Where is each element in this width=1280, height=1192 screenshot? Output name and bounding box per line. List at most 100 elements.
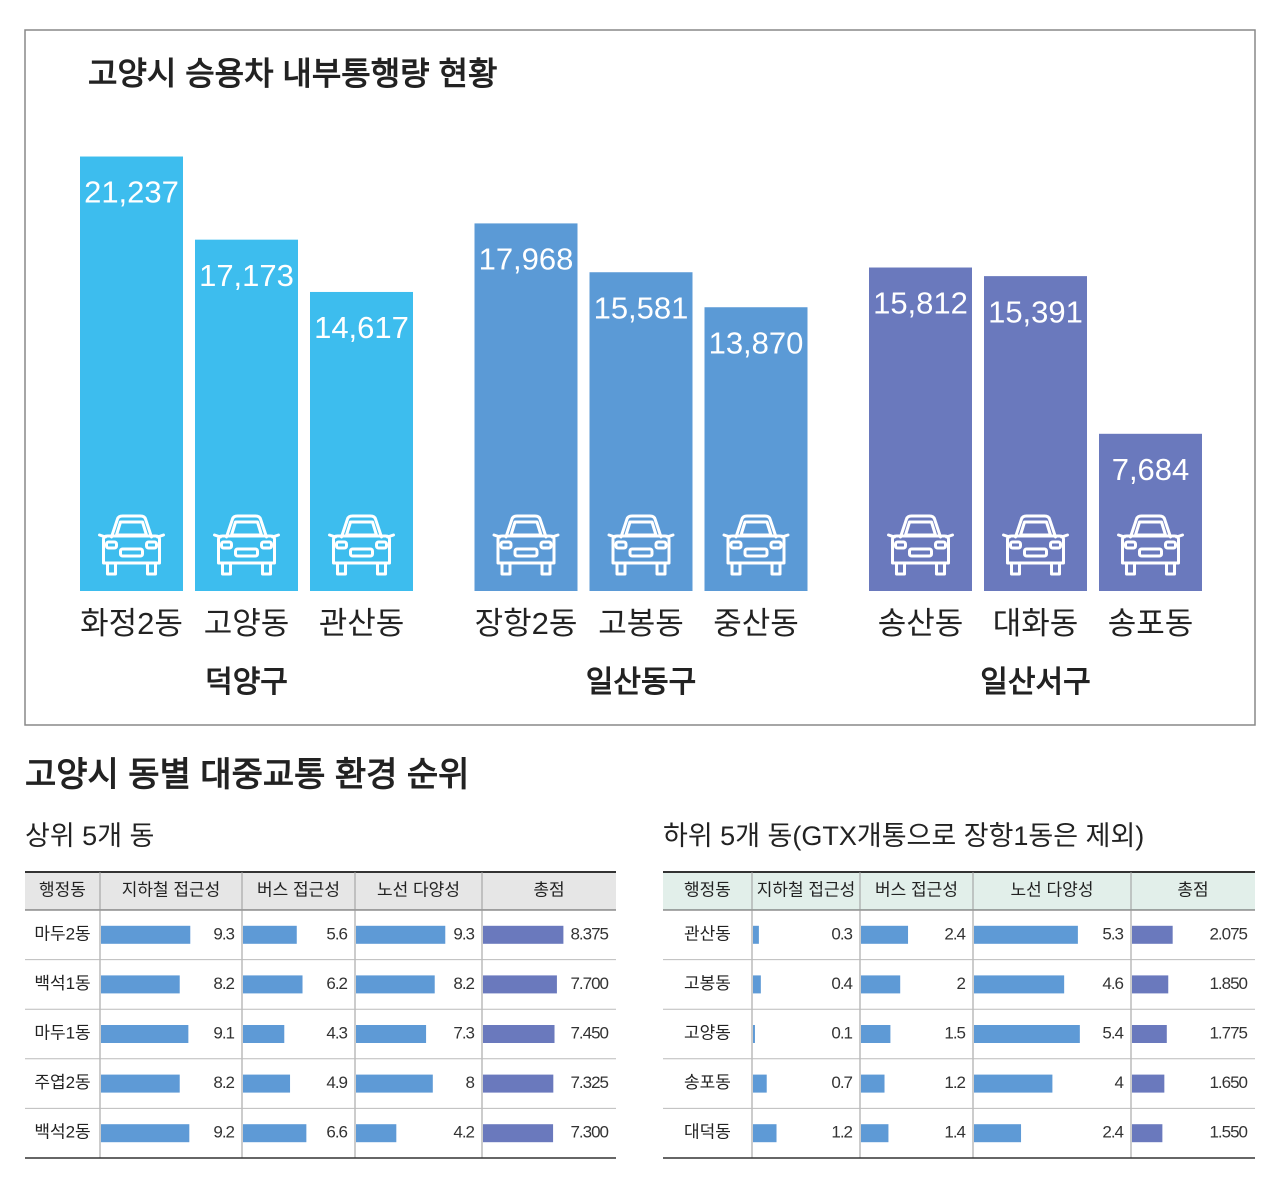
category-label: 화정2동 bbox=[80, 606, 183, 641]
table-bar bbox=[101, 925, 191, 944]
table-bar bbox=[974, 975, 1065, 994]
table-bar bbox=[101, 1074, 180, 1093]
table-bar bbox=[753, 1025, 755, 1043]
bar bbox=[1099, 433, 1202, 591]
cell-value: 0.3 bbox=[831, 924, 852, 943]
table-bar bbox=[483, 925, 564, 944]
row-label: 주엽2동 bbox=[34, 1073, 90, 1092]
cell-value: 1.4 bbox=[944, 1123, 965, 1142]
table-header-cell: 행정동 bbox=[39, 880, 86, 899]
cell-value: 7.325 bbox=[570, 1073, 608, 1092]
table-bar bbox=[243, 1124, 307, 1143]
table-bar bbox=[483, 1025, 555, 1043]
bar bbox=[80, 156, 183, 592]
cell-value: 7.700 bbox=[570, 974, 608, 993]
table-bar bbox=[356, 1074, 433, 1093]
cell-value: 1.2 bbox=[831, 1123, 852, 1142]
table-bar bbox=[483, 1074, 554, 1093]
row-label: 백석2동 bbox=[34, 1123, 90, 1142]
table-bar bbox=[243, 1025, 285, 1043]
cell-value: 0.4 bbox=[831, 974, 852, 993]
table-bar bbox=[483, 975, 557, 994]
category-label: 송포동 bbox=[1108, 606, 1194, 641]
table-bar bbox=[483, 1124, 554, 1143]
value-label: 7,684 bbox=[1112, 452, 1190, 487]
table-title: 상위 5개 동 bbox=[25, 821, 154, 851]
table-header-cell: 버스 접근성 bbox=[257, 880, 340, 899]
table-bar bbox=[861, 975, 901, 994]
row-label: 고양동 bbox=[684, 1023, 731, 1042]
table-bar bbox=[861, 1025, 891, 1043]
cell-value: 1.850 bbox=[1209, 974, 1247, 993]
table-bar bbox=[356, 925, 446, 944]
cell-value: 1.775 bbox=[1209, 1023, 1247, 1042]
row-label: 백석1동 bbox=[34, 974, 90, 993]
table-bar bbox=[101, 1025, 189, 1043]
value-label: 15,812 bbox=[873, 286, 968, 321]
cell-value: 6.6 bbox=[326, 1123, 347, 1142]
cell-value: 2.4 bbox=[1102, 1123, 1123, 1142]
table-bar bbox=[861, 1124, 889, 1143]
cell-value: 8.2 bbox=[213, 1073, 234, 1092]
row-label: 고봉동 bbox=[684, 974, 731, 993]
category-label: 송산동 bbox=[878, 606, 964, 641]
table-bar bbox=[1132, 925, 1173, 944]
value-label: 15,391 bbox=[988, 294, 1083, 329]
table-header-cell: 노선 다양성 bbox=[377, 880, 460, 899]
bar bbox=[474, 223, 578, 591]
cell-value: 5.6 bbox=[326, 924, 347, 943]
value-label: 17,173 bbox=[199, 258, 294, 293]
row-label: 마두2동 bbox=[34, 924, 90, 943]
cell-value: 0.1 bbox=[831, 1023, 852, 1042]
cell-value: 9.2 bbox=[213, 1123, 234, 1142]
table-bar bbox=[861, 925, 909, 944]
value-label: 13,870 bbox=[709, 325, 804, 360]
row-label: 송포동 bbox=[684, 1073, 731, 1092]
table-bar bbox=[974, 925, 1078, 944]
group-label: 일산동구 bbox=[586, 666, 696, 699]
table-header-cell: 총점 bbox=[533, 880, 564, 899]
bar bbox=[984, 276, 1087, 591]
bar bbox=[589, 272, 693, 591]
cell-value: 2.075 bbox=[1209, 924, 1247, 943]
table-header-cell: 총점 bbox=[1177, 880, 1208, 899]
table-header-cell: 행정동 bbox=[684, 880, 731, 899]
table-header-cell: 지하철 접근성 bbox=[757, 880, 856, 899]
table-bar bbox=[753, 925, 759, 944]
section-title: 고양시 동별 대중교통 환경 순위 bbox=[25, 756, 469, 794]
cell-value: 4 bbox=[1115, 1073, 1124, 1092]
row-label: 마두1동 bbox=[34, 1023, 90, 1042]
table-bar bbox=[356, 975, 435, 994]
table-bar bbox=[356, 1025, 427, 1043]
table-bar bbox=[243, 975, 303, 994]
category-label: 중산동 bbox=[713, 606, 799, 641]
cell-value: 0.7 bbox=[831, 1073, 852, 1092]
table-bar bbox=[753, 1074, 767, 1093]
table-bar bbox=[101, 1124, 190, 1143]
cell-value: 4.9 bbox=[326, 1073, 347, 1092]
category-label: 대화동 bbox=[993, 606, 1079, 641]
table-bar bbox=[861, 1074, 885, 1093]
table-bar bbox=[356, 1124, 397, 1143]
cell-value: 5.4 bbox=[1102, 1023, 1123, 1042]
table-header bbox=[25, 872, 616, 910]
cell-value: 4.6 bbox=[1102, 974, 1123, 993]
category-label: 장항2동 bbox=[475, 606, 578, 641]
table-header bbox=[663, 872, 1255, 910]
cell-value: 8.2 bbox=[453, 974, 474, 993]
cell-value: 4.2 bbox=[453, 1123, 474, 1142]
cell-value: 2.4 bbox=[944, 924, 965, 943]
table-bar bbox=[753, 975, 761, 994]
table-bar bbox=[974, 1025, 1080, 1043]
group-label: 덕양구 bbox=[205, 666, 288, 699]
cell-value: 1.5 bbox=[944, 1023, 965, 1042]
table-bar bbox=[753, 1124, 777, 1143]
cell-value: 7.300 bbox=[570, 1123, 608, 1142]
table-bar bbox=[1132, 1074, 1165, 1093]
cell-value: 8 bbox=[466, 1073, 475, 1092]
cell-value: 4.3 bbox=[326, 1023, 347, 1042]
cell-value: 8.2 bbox=[213, 974, 234, 993]
value-label: 17,968 bbox=[479, 242, 574, 277]
cell-value: 1.650 bbox=[1209, 1073, 1247, 1092]
